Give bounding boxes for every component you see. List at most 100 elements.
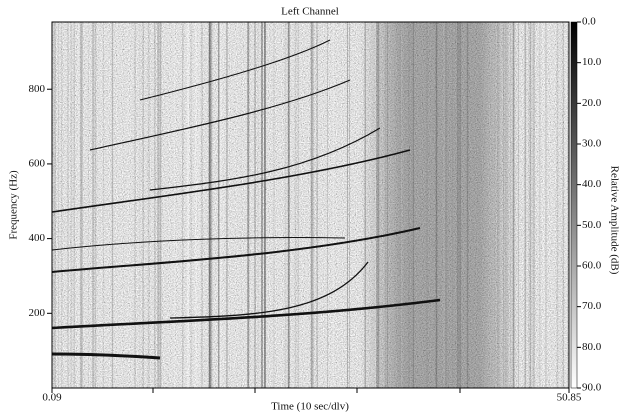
x-tick-label: 50.85 [557,392,582,404]
streak [139,22,140,388]
streak [294,22,297,388]
streak [200,22,204,388]
streak [408,22,410,388]
colorbar [570,21,578,389]
streak [435,22,438,388]
streaks [53,22,569,388]
x-tick-label: 0.09 [42,392,62,404]
streak [505,22,506,388]
streak [81,22,84,388]
streak [504,22,507,388]
streak [210,22,213,388]
streak [294,22,297,388]
colorbar-tick-label: 60.0 [582,260,602,272]
streak [202,22,204,388]
streak [376,22,378,388]
streak [387,22,389,388]
chart-title: Left Channel [281,6,339,18]
streak [444,22,448,388]
harmonic [52,298,441,330]
streak [297,22,299,388]
streak [514,22,515,388]
streak [411,22,413,388]
streak [400,22,403,388]
y-axis-label: Frequency (Hz) [8,170,20,240]
streak [560,22,562,388]
streak [53,22,55,388]
streak [512,22,514,388]
streak [378,22,380,388]
streak [426,22,428,388]
streak [542,22,544,388]
streak [531,22,534,388]
streak [459,22,462,388]
streak [87,22,89,388]
streak [332,22,334,388]
streak [539,22,541,388]
spectrogram-image [52,22,569,388]
streak [401,22,404,388]
streak [435,22,437,388]
streak [190,22,193,388]
harmonic [52,149,411,213]
plot-frame [51,21,570,389]
dark-band [360,22,520,388]
streak [112,22,114,388]
streak [264,22,266,388]
streak [127,22,129,388]
streak [187,22,190,388]
streak [443,22,446,388]
streak [544,22,546,388]
streak [92,22,94,388]
streak [73,22,75,388]
streak [513,22,515,388]
streak [451,22,453,388]
streak [384,22,387,388]
streak [261,22,263,388]
streak [159,22,162,388]
streak [80,22,83,388]
streak [562,22,565,388]
streak [226,22,228,388]
streak [510,22,512,388]
colorbar-tick-label: 0.0 [582,16,596,28]
streak [179,22,181,388]
colorbar-label: Relative Amplitude (dB) [608,166,620,275]
streak [227,22,228,388]
streak [456,22,459,388]
streak [382,22,384,388]
streak [466,22,469,388]
streak [494,22,496,388]
colorbar-tick-label: 90.0 [582,382,602,394]
streak [54,22,56,388]
y-tick-label: 200 [29,307,46,319]
streak [556,22,559,388]
streak [496,22,499,388]
streak [448,22,449,388]
streak [374,22,377,388]
streak [365,22,368,388]
streak [530,22,531,388]
harmonic [52,352,161,360]
streak [79,22,83,388]
colorbar-tick-label: 20.0 [582,97,602,109]
x-minor-ticks [152,388,461,393]
streak [327,22,328,388]
streak [254,22,256,388]
streak [518,22,519,388]
streak [310,22,313,388]
streak [498,22,500,388]
streak [222,22,224,388]
streak [111,22,114,388]
streak [67,22,69,388]
streak [219,22,221,388]
streak [241,22,242,388]
streak [567,22,569,388]
streak [218,22,220,388]
y-tick-label: 800 [29,83,46,95]
streak [154,22,156,388]
streak [222,22,224,388]
streak [147,22,150,388]
streak [503,22,505,388]
harmonic [89,79,351,151]
